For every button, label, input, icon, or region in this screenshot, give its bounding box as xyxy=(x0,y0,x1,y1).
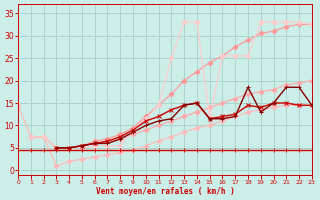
X-axis label: Vent moyen/en rafales ( km/h ): Vent moyen/en rafales ( km/h ) xyxy=(96,187,234,196)
